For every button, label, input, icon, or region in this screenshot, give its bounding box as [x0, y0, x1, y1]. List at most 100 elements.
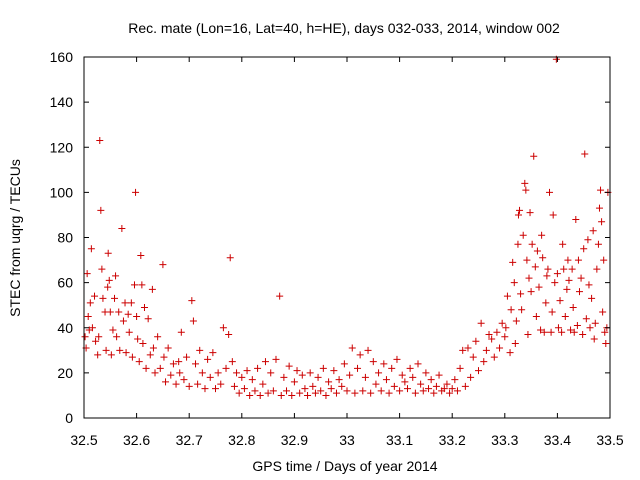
data-point: [461, 382, 469, 390]
data-point: [189, 317, 197, 325]
data-point: [212, 385, 219, 393]
data-point: [528, 240, 536, 248]
data-point: [343, 387, 351, 395]
data-point: [137, 252, 145, 260]
data-point: [88, 324, 96, 332]
data-point: [142, 364, 150, 372]
data-point: [87, 245, 95, 253]
data-point: [549, 211, 557, 219]
data-point: [91, 292, 99, 300]
data-point: [254, 364, 262, 372]
data-point: [585, 281, 593, 289]
data-point: [502, 324, 510, 332]
data-point: [340, 360, 348, 368]
data-point: [209, 349, 217, 357]
data-point: [107, 351, 115, 359]
data-point: [317, 387, 325, 395]
data-point: [121, 299, 129, 307]
data-point: [92, 337, 100, 345]
data-point: [276, 292, 284, 300]
data-point: [598, 218, 606, 226]
data-point: [122, 349, 130, 357]
data-point: [546, 188, 554, 196]
data-point: [194, 380, 202, 388]
data-point: [177, 328, 185, 336]
y-tick-label: 120: [50, 139, 74, 155]
data-point: [118, 224, 126, 232]
y-tick-label: 80: [57, 230, 73, 246]
data-point: [222, 364, 230, 372]
data-point: [261, 358, 269, 366]
data-point: [338, 382, 346, 390]
data-point: [354, 364, 362, 372]
data-point: [565, 276, 573, 284]
x-tick-label: 33.5: [596, 432, 623, 448]
data-point: [535, 283, 543, 291]
x-tick-label: 33.1: [386, 432, 413, 448]
data-point: [409, 373, 417, 381]
data-point: [506, 349, 514, 357]
data-point: [403, 385, 411, 393]
data-point: [140, 303, 148, 311]
data-point: [98, 265, 106, 273]
data-point: [509, 258, 517, 266]
data-point: [411, 389, 419, 397]
data-point: [521, 179, 529, 187]
data-point: [330, 367, 338, 375]
data-point: [401, 378, 409, 386]
data-point: [568, 265, 576, 273]
data-point: [496, 344, 504, 352]
data-points: [81, 55, 612, 399]
data-point: [519, 231, 527, 239]
data-point: [372, 380, 380, 388]
data-point: [570, 328, 578, 336]
data-point: [154, 333, 162, 341]
data-point: [477, 319, 485, 327]
data-point: [267, 369, 275, 377]
data-point: [579, 331, 587, 339]
data-point: [523, 256, 531, 264]
data-point: [346, 371, 354, 379]
data-point: [574, 256, 582, 264]
data-point: [530, 152, 538, 160]
data-point: [188, 297, 196, 305]
data-point: [547, 328, 555, 336]
data-point: [135, 358, 143, 366]
data-point: [138, 281, 146, 289]
data-point: [553, 270, 561, 278]
data-point: [533, 247, 541, 255]
x-tick-label: 32.5: [70, 432, 97, 448]
data-point: [435, 371, 443, 379]
data-point: [149, 344, 157, 352]
data-point: [503, 292, 511, 300]
data-point: [382, 376, 390, 384]
data-point: [577, 274, 585, 282]
data-point: [364, 346, 372, 354]
data-point: [269, 387, 277, 395]
data-point: [277, 391, 285, 399]
data-point: [369, 358, 377, 366]
data-point: [95, 333, 103, 341]
data-point: [456, 364, 464, 372]
x-tick-label: 32.7: [176, 432, 203, 448]
data-point: [367, 389, 375, 397]
data-point: [518, 306, 526, 314]
data-point: [388, 364, 396, 372]
data-point: [288, 391, 296, 399]
data-point: [309, 382, 317, 390]
data-point: [542, 299, 550, 307]
data-point: [396, 387, 404, 395]
data-point: [175, 358, 183, 366]
data-point: [290, 378, 298, 386]
data-point: [169, 360, 177, 368]
data-point: [375, 369, 383, 377]
data-point: [359, 387, 367, 395]
data-point: [594, 240, 602, 248]
data-point: [582, 315, 590, 323]
data-point: [304, 391, 312, 399]
data-point: [406, 364, 414, 372]
data-point: [540, 328, 548, 336]
data-point: [296, 389, 304, 397]
data-point: [240, 385, 248, 393]
data-point: [201, 385, 209, 393]
